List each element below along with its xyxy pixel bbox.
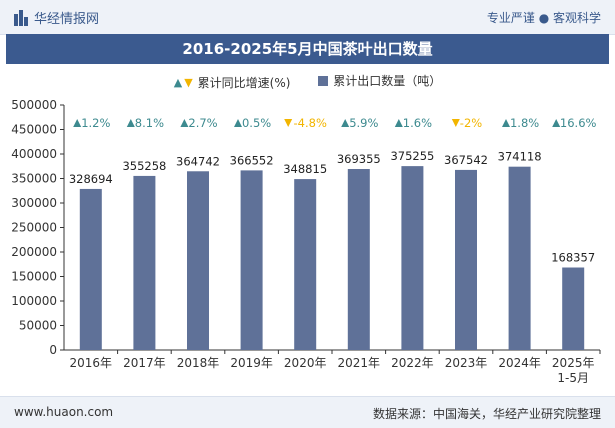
x-tick-label: 2024年 xyxy=(498,356,541,370)
bar xyxy=(347,169,370,350)
bar-value-label: 367542 xyxy=(444,153,488,167)
growth-up-icon xyxy=(552,119,561,127)
x-tick-label: 2018年 xyxy=(177,356,220,370)
x-tick-label: 2023年 xyxy=(445,356,488,370)
y-tick-label: 500000 xyxy=(11,98,57,112)
bar xyxy=(187,171,209,350)
bar-value-label: 168357 xyxy=(551,251,595,265)
bar-value-label: 369355 xyxy=(337,152,381,166)
x-tick-label: 2022年 xyxy=(391,356,434,370)
growth-down-icon xyxy=(451,119,460,127)
legend: ▲ ▼ 累计同比增速(%) 累计出口数量（吨） xyxy=(0,72,615,91)
y-tick-label: 0 xyxy=(49,343,57,357)
growth-up-icon xyxy=(502,119,510,127)
bar-chart: 0 50000 100000 150000 200000 250000 300000 3500… xyxy=(11,98,601,385)
bar xyxy=(240,170,263,350)
growth-up-icon xyxy=(126,119,135,127)
tagline: 专业严谨 ● 客观科学 xyxy=(486,11,601,25)
legend-growth: ▲ ▼ 累计同比增速(%) xyxy=(174,74,291,91)
y-tick-label: 450000 xyxy=(11,123,57,137)
y-tick-label: 50000 xyxy=(19,319,57,333)
footer: www.huaon.com 数据来源：中国海关，华经产业研究院整理 xyxy=(0,396,615,428)
triangle-down-icon: ▼ xyxy=(184,75,193,89)
data-source: 数据来源：中国海关，华经产业研究院整理 xyxy=(372,407,601,421)
growth-up-icon xyxy=(341,119,350,127)
bar-value-label: 355258 xyxy=(122,159,166,173)
y-tick-label: 350000 xyxy=(11,172,57,186)
growth-up-icon xyxy=(234,119,242,127)
x-tick-label: 2025年 xyxy=(552,356,595,370)
y-tick-label: 150000 xyxy=(11,270,57,284)
x-tick-label: 2017年 xyxy=(123,356,166,370)
bar-value-label: 364742 xyxy=(176,154,220,168)
site-url: www.huaon.com xyxy=(14,405,114,419)
bar-value-label: 328694 xyxy=(69,172,113,186)
brand-logo-icon xyxy=(14,9,28,26)
y-tick-label: 100000 xyxy=(11,294,57,308)
chart-title: 2016-2025年5月中国茶叶出口数量 xyxy=(6,34,609,64)
triangle-up-icon: ▲ xyxy=(173,75,183,89)
growth-label: 1.2% xyxy=(81,116,110,130)
growth-up-icon xyxy=(180,119,189,127)
bar-value-label: 348815 xyxy=(283,162,327,176)
top-bar: 华经情报网 专业严谨 ● 客观科学 xyxy=(0,0,615,35)
brand-name: 华经情报网 xyxy=(34,12,100,27)
growth-label: 2.7% xyxy=(188,116,217,130)
bar xyxy=(294,179,317,350)
legend-volume-swatch xyxy=(318,75,329,86)
growth-label: -4.8% xyxy=(294,116,327,130)
x-tick-label: 1-5月 xyxy=(557,371,589,385)
y-tick-label: 250000 xyxy=(11,221,57,235)
y-tick-label: 400000 xyxy=(11,147,57,161)
x-tick-label: 2019年 xyxy=(230,356,273,370)
y-tick-label: 200000 xyxy=(11,245,57,259)
growth-down-icon xyxy=(284,119,293,127)
bar xyxy=(508,166,531,350)
bar xyxy=(79,188,102,350)
growth-label: -2% xyxy=(460,116,482,130)
growth-up-icon xyxy=(394,119,403,127)
growth-label: 1.6% xyxy=(403,116,432,130)
bar-value-label: 366552 xyxy=(230,153,274,167)
y-tick-label: 300000 xyxy=(11,196,57,210)
legend-volume: 累计出口数量（吨） xyxy=(318,72,441,89)
bar xyxy=(562,267,585,350)
bar xyxy=(401,166,424,350)
bar xyxy=(455,169,477,350)
growth-up-icon xyxy=(73,119,82,127)
growth-label: 1.8% xyxy=(510,116,539,130)
x-tick-label: 2020年 xyxy=(284,356,327,370)
x-tick-label: 2016年 xyxy=(70,356,113,370)
growth-label: 16.6% xyxy=(560,116,597,130)
legend-growth-label: 累计同比增速(%) xyxy=(197,75,291,90)
legend-volume-label: 累计出口数量（吨） xyxy=(333,74,442,88)
bar xyxy=(133,175,156,350)
x-tick-label: 2021年 xyxy=(338,356,381,370)
growth-label: 5.9% xyxy=(349,116,378,130)
bar-value-label: 374118 xyxy=(498,150,542,164)
bar-value-label: 375255 xyxy=(390,149,434,163)
growth-label: 8.1% xyxy=(135,116,164,130)
growth-label: 0.5% xyxy=(242,116,271,130)
brand: 华经情报网 xyxy=(14,8,99,27)
